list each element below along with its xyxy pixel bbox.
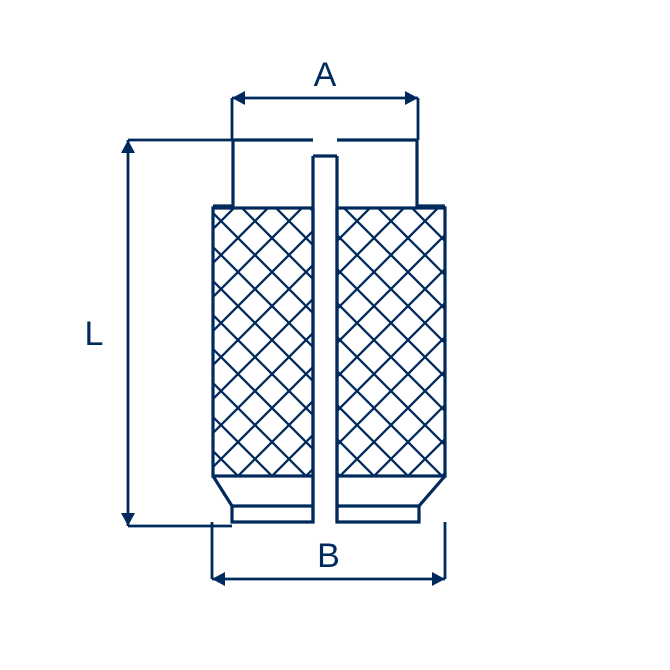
insert-drawing: L A B <box>0 0 670 670</box>
label-a: A <box>314 56 337 94</box>
top-collar <box>233 140 417 208</box>
knurl-right <box>337 208 445 476</box>
bottom-left <box>213 476 313 522</box>
knurl-left <box>213 208 313 476</box>
bottom-right <box>337 476 445 522</box>
label-l: L <box>85 315 104 353</box>
label-b: B <box>317 537 340 575</box>
